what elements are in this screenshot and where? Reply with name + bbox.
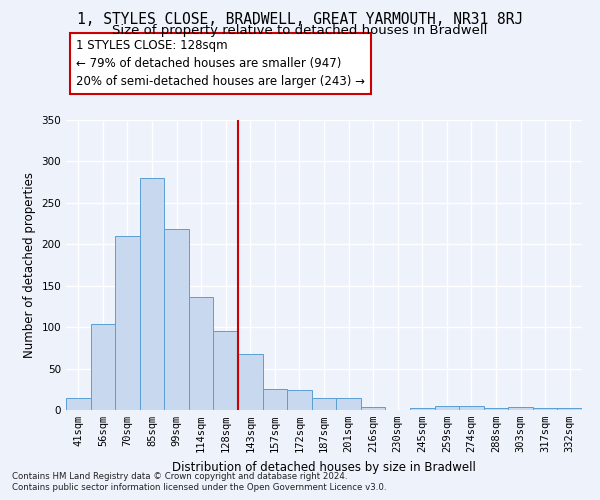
Bar bbox=[410, 408, 434, 410]
Bar bbox=[484, 408, 508, 410]
Bar bbox=[533, 408, 557, 410]
Bar bbox=[459, 406, 484, 410]
Bar bbox=[164, 230, 189, 410]
Text: Contains HM Land Registry data © Crown copyright and database right 2024.
Contai: Contains HM Land Registry data © Crown c… bbox=[12, 472, 386, 492]
Bar bbox=[336, 398, 361, 410]
Text: 1 STYLES CLOSE: 128sqm
← 79% of detached houses are smaller (947)
20% of semi-de: 1 STYLES CLOSE: 128sqm ← 79% of detached… bbox=[76, 39, 365, 88]
Text: Size of property relative to detached houses in Bradwell: Size of property relative to detached ho… bbox=[112, 24, 488, 37]
Bar bbox=[66, 398, 91, 410]
Y-axis label: Number of detached properties: Number of detached properties bbox=[23, 172, 36, 358]
Bar bbox=[91, 324, 115, 410]
Bar bbox=[263, 390, 287, 410]
Bar bbox=[214, 332, 238, 410]
Bar bbox=[557, 408, 582, 410]
Bar bbox=[434, 406, 459, 410]
Bar bbox=[287, 390, 312, 410]
Bar bbox=[140, 178, 164, 410]
Bar bbox=[115, 236, 140, 410]
Text: 1, STYLES CLOSE, BRADWELL, GREAT YARMOUTH, NR31 8RJ: 1, STYLES CLOSE, BRADWELL, GREAT YARMOUT… bbox=[77, 12, 523, 28]
Bar bbox=[189, 298, 214, 410]
Bar bbox=[238, 354, 263, 410]
Bar bbox=[361, 406, 385, 410]
X-axis label: Distribution of detached houses by size in Bradwell: Distribution of detached houses by size … bbox=[172, 460, 476, 473]
Bar bbox=[508, 406, 533, 410]
Bar bbox=[312, 398, 336, 410]
